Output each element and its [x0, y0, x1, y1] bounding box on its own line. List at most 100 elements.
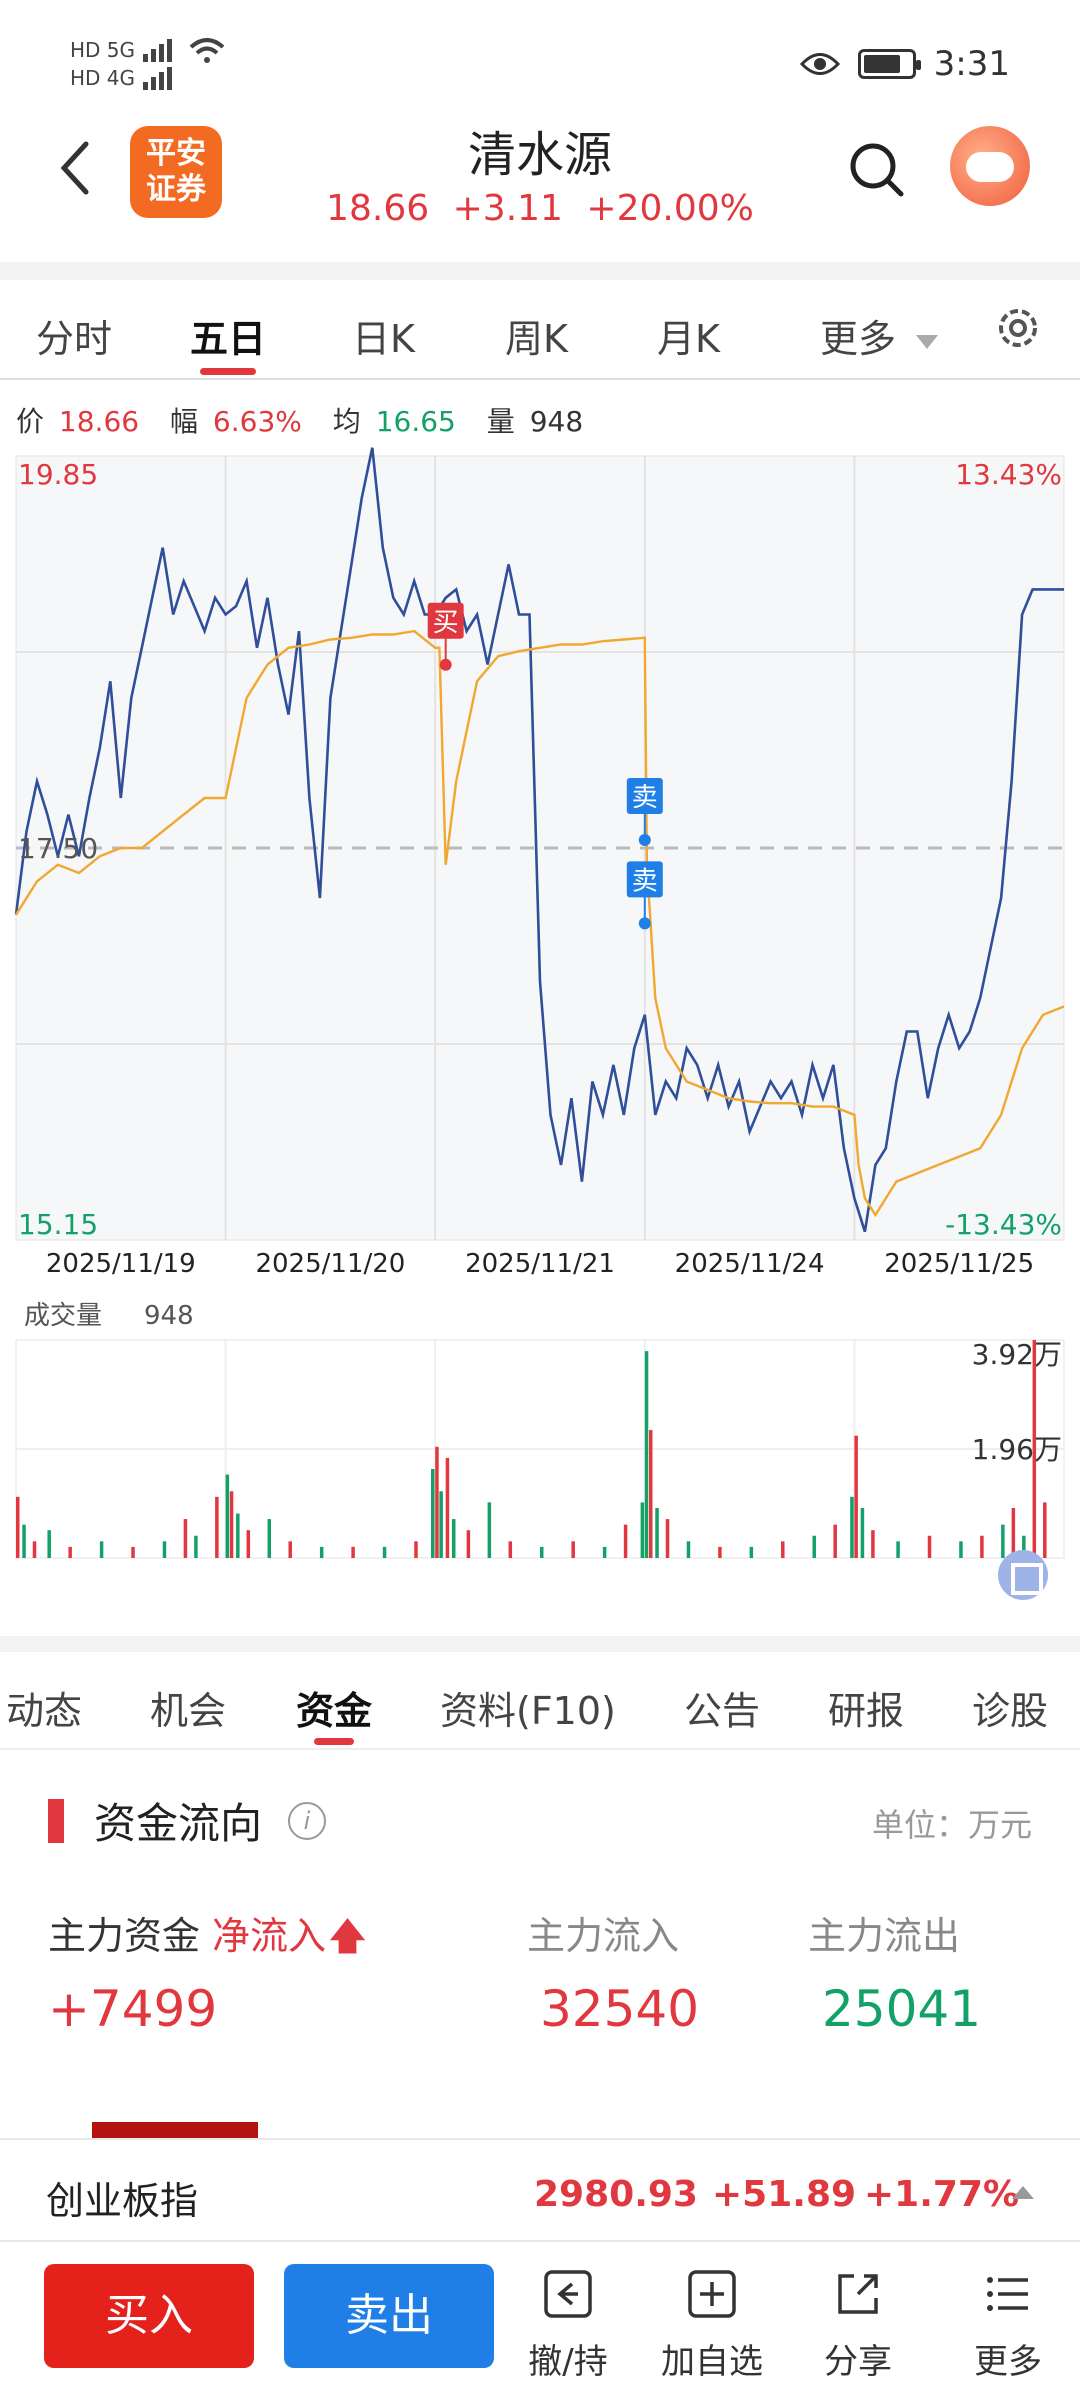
tab-f10[interactable]: 资料(F10) [440, 1689, 616, 1733]
tab-news[interactable]: 动态 [6, 1689, 83, 1733]
y-min-label: 15.15 [18, 1208, 98, 1241]
volume-bar [466, 1530, 471, 1558]
x-tick-label: 2025/11/25 [884, 1249, 1034, 1279]
avg-label: 均 [332, 405, 361, 438]
add-watchlist-button[interactable]: 加自选 [652, 2268, 772, 2383]
volume-bar [131, 1546, 135, 1558]
volume-bar [540, 1546, 544, 1558]
index-change: +51.89 [712, 2174, 857, 2215]
x-tick-label: 2025/11/19 [46, 1249, 196, 1279]
share-button[interactable]: 分享 [798, 2268, 918, 2383]
index-name: 创业板指 [46, 2179, 199, 2223]
tab-monthly-k[interactable]: 月K [657, 317, 720, 361]
five-day-chart[interactable]: 买卖卖19.8515.1517.5013.43%-13.43%2025/11/1… [0, 440, 1080, 1620]
tab-announcements[interactable]: 公告 [684, 1689, 761, 1733]
volume-bar [508, 1541, 513, 1558]
up-arrow-icon: 🡅 [328, 1914, 368, 1958]
broker-logo[interactable]: 平安 证券 [130, 126, 222, 218]
outflow-value: 25041 [822, 1980, 982, 2038]
volume-bar [850, 1496, 854, 1558]
x-tick-label: 2025/11/21 [465, 1249, 615, 1279]
volume-bar [451, 1519, 456, 1558]
trade-marker-label: 卖 [632, 866, 658, 896]
volume-title: 成交量 [24, 1301, 102, 1331]
volume-bar [623, 1524, 628, 1558]
volume-bar [1043, 1502, 1047, 1558]
index-change-pct: +1.77% [864, 2174, 1020, 2215]
info-tabs: 动态 机会 资金 资料(F10) 公告 研报 诊股 [0, 1650, 1080, 1750]
fund-flow-title: 资金流向 i [48, 1790, 327, 1851]
main-outflow-label: 主力流出 [808, 1914, 961, 1958]
tab-daily-k[interactable]: 日K [352, 317, 415, 361]
volume-bar [602, 1546, 607, 1558]
volume-bar [194, 1535, 198, 1558]
volume-label: 量 [486, 405, 515, 438]
tab-more[interactable]: 更多 [820, 308, 939, 363]
index-value: 2980.93 [534, 2174, 698, 2215]
price-change-pct: +20.00% [586, 188, 754, 229]
x-tick-label: 2025/11/20 [255, 1249, 405, 1279]
x-tick-label: 2025/11/24 [675, 1249, 825, 1279]
search-icon[interactable] [845, 138, 909, 202]
trade-marker-badge [626, 861, 663, 898]
volume-mid-label: 1.96万 [972, 1433, 1062, 1466]
signal-icon [143, 39, 173, 62]
tab-weekly-k[interactable]: 周K [505, 317, 568, 361]
volume-bar [236, 1513, 240, 1558]
range-value: 6.63% [212, 405, 302, 438]
volume-bar [1011, 1507, 1016, 1558]
volume-bar [854, 1435, 858, 1558]
index-ticker[interactable]: 创业板指 2980.93 +51.89 +1.77% [0, 2138, 1080, 2242]
volume-bar [414, 1541, 418, 1558]
cancel-order-icon [544, 2270, 592, 2318]
tab-intraday[interactable]: 分时 [36, 317, 113, 361]
fullscreen-icon[interactable] [998, 1550, 1048, 1600]
flow-bar-peek [92, 2122, 258, 2138]
network-label-1: HD 5G [70, 38, 136, 62]
volume-bar [686, 1541, 691, 1558]
wifi-icon [189, 38, 225, 63]
tab-research[interactable]: 研报 [828, 1689, 905, 1733]
dropdown-triangle-icon [916, 334, 939, 349]
volume-bar [246, 1530, 251, 1558]
assistant-avatar-icon[interactable] [950, 126, 1030, 206]
more-button[interactable]: 更多 [948, 2268, 1068, 2383]
trade-marker-dot [439, 658, 452, 671]
volume-bar [959, 1541, 963, 1558]
signal-indicators: HD 5G HD 4G [70, 36, 227, 92]
volume-bar [16, 1496, 20, 1558]
info-icon[interactable]: i [288, 1801, 327, 1840]
divider [0, 262, 1080, 280]
volume-current: 948 [144, 1301, 194, 1331]
volume-bar [47, 1530, 51, 1558]
trade-marker-label: 卖 [632, 783, 658, 813]
volume-bar [1032, 1340, 1037, 1558]
cancel-hold-button[interactable]: 撤/持 [508, 2268, 628, 2383]
signal-icon [143, 67, 173, 90]
net-inflow-value: +7499 [48, 1980, 218, 2038]
tab-diagnosis[interactable]: 诊股 [972, 1689, 1049, 1733]
volume-bar [980, 1535, 984, 1558]
expand-triangle-icon[interactable] [1012, 2186, 1034, 2199]
y-mid-label: 17.50 [18, 832, 98, 865]
volume-bar [439, 1491, 443, 1558]
back-arrow-icon[interactable] [48, 138, 108, 198]
current-price: 18.66 [326, 188, 430, 229]
title-marker [48, 1798, 64, 1843]
tab-funds[interactable]: 资金 [296, 1680, 372, 1745]
main-funds-label: 主力资金 净流入🡅 [48, 1914, 368, 1958]
volume-bar [382, 1546, 387, 1558]
sell-button[interactable]: 卖出 [284, 2264, 494, 2368]
volume-bar [927, 1535, 932, 1558]
volume-bar [571, 1541, 575, 1558]
volume-bar [68, 1546, 72, 1558]
buy-button[interactable]: 买入 [44, 2264, 254, 2368]
gear-icon[interactable] [990, 300, 1046, 356]
trade-marker-dot [638, 833, 651, 846]
share-icon [838, 2274, 878, 2314]
price-label: 价 [16, 405, 45, 438]
volume-bar [896, 1541, 900, 1558]
tab-opportunity[interactable]: 机会 [150, 1689, 227, 1733]
tab-five-day[interactable]: 五日 [190, 308, 266, 375]
pct-min-label: -13.43% [945, 1208, 1062, 1241]
